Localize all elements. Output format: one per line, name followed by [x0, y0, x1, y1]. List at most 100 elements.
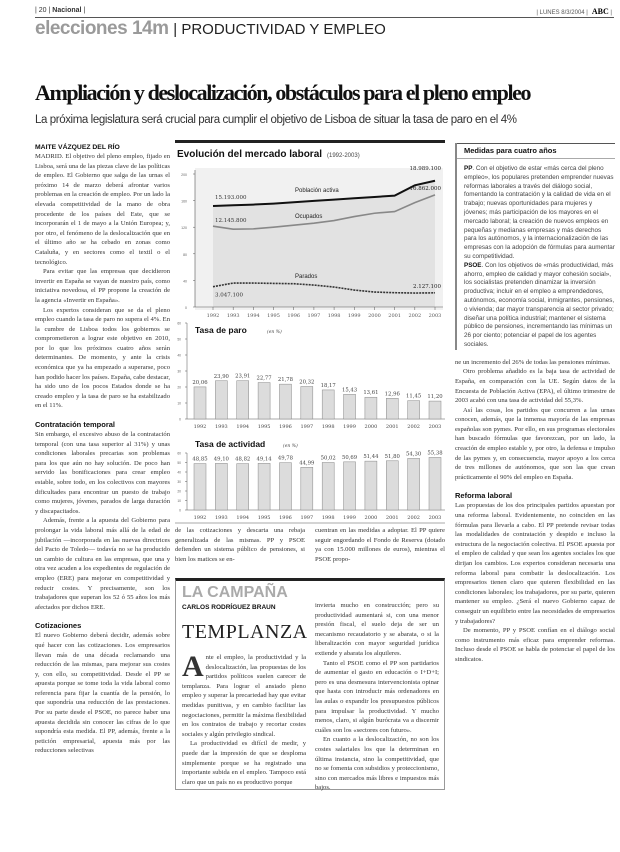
paro-x-tick-label: 2002 — [407, 424, 420, 430]
actividad-y-tick-label: 40 — [177, 471, 181, 475]
x-tick-label: 2002 — [408, 313, 421, 319]
start-value-label: 12.145.800 — [215, 218, 247, 224]
paro-data-label: 23,90 — [214, 374, 230, 380]
actividad-bar — [279, 462, 292, 511]
paro-x-tick-label: 1998 — [322, 424, 335, 430]
actividad-x-tick-label: 1994 — [236, 515, 249, 521]
section-tag: elecciones 14m | PRODUCTIVIDAD Y EMPLEO — [35, 18, 386, 39]
sidebar-psoe: PSOE. Con los objetivos de «más producti… — [464, 262, 615, 350]
paro-bar — [407, 400, 420, 420]
start-value-label: 15.193.000 — [215, 195, 247, 201]
actividad-bar — [428, 457, 442, 511]
x-tick-label: 2003 — [429, 313, 442, 319]
paro-bar — [257, 382, 271, 420]
actividad-x-tick-label: 1997 — [300, 515, 313, 521]
page-folio-right: | LUNES 8/3/2004 | ABC | — [536, 7, 612, 16]
actividad-bar — [236, 463, 249, 511]
page-folio: | 20 | Nacional | — [35, 7, 86, 14]
section-topic: PRODUCTIVIDAD Y EMPLEO — [181, 21, 386, 38]
y-tick-label: 120 — [181, 226, 187, 230]
headline: Ampliación y deslocalización, obstáculos… — [35, 80, 532, 105]
paro-y-tick-label: 30 — [177, 370, 181, 374]
psoe-label: PSOE — [464, 261, 482, 269]
line-ocupados — [212, 194, 436, 230]
actividad-x-tick-label: 1996 — [279, 515, 292, 521]
x-tick-label: 2001 — [388, 313, 401, 319]
x-tick-label: 1992 — [207, 313, 220, 319]
paragraph: Otro problema añadido es la baja tasa de… — [455, 368, 615, 405]
paro-y-tick-label: 50 — [177, 338, 181, 342]
deck: La próxima legislatura será crucial para… — [35, 114, 517, 126]
paragraph: MADRID. El objetivo del pleno empleo, fi… — [35, 153, 170, 266]
sidebar-measures: Medidas para cuatro años PP. Con el obje… — [455, 143, 615, 350]
actividad-bar — [386, 460, 399, 511]
paragraph: Así las cosas, los partidos que concurre… — [455, 406, 615, 481]
paragraph: de las cotizaciones y descarta una rebaj… — [175, 527, 305, 563]
actividad-y-tick-label: 50 — [177, 461, 181, 465]
actividad-data-label: 48,85 — [192, 457, 207, 463]
paragraph: Los expertos consideran que se da el ple… — [35, 306, 170, 410]
actividad-y-tick-label: 60 — [177, 452, 181, 456]
paro-x-tick-label: 1995 — [258, 424, 271, 430]
sidebar-title: Medidas para cuatro años — [457, 143, 615, 159]
article-column-4: ne un incremento del 26% de todas las pe… — [455, 358, 615, 665]
x-tick-label: 1993 — [227, 313, 240, 319]
paro-bar — [279, 383, 292, 420]
paragraph: En cuanto a la deslocalización, no son l… — [315, 736, 439, 792]
actividad-title: Tasa de actividad — [195, 439, 265, 449]
actividad-x-tick-label: 2001 — [386, 515, 399, 521]
x-tick-label: 1996 — [287, 313, 300, 319]
end-value-label: 18.989.100 — [410, 166, 442, 172]
paro-x-tick-label: 2003 — [429, 424, 442, 430]
paro-bar — [236, 380, 249, 420]
y-tick-label: 80 — [183, 253, 187, 257]
end-value-label: 2.127.100 — [413, 284, 441, 290]
page-number: 20 — [38, 7, 47, 14]
actividad-data-label: 51,44 — [363, 454, 379, 460]
campaign-box: LA CAMPAÑA CARLOS RODRÍGUEZ BRAUN TEMPLA… — [175, 578, 445, 792]
paragraph: Sin embargo, el excesivo abuso de la con… — [35, 431, 170, 515]
actividad-data-label: 54,30 — [406, 451, 422, 457]
x-tick-label: 1995 — [267, 313, 280, 319]
paro-data-label: 15,43 — [342, 387, 357, 393]
actividad-y-tick-label: 10 — [177, 499, 181, 503]
actividad-data-label: 49,78 — [278, 456, 294, 462]
sidebar-pp: PP. Con el objetivo de estar «más cerca … — [464, 165, 615, 262]
paro-bar — [343, 394, 356, 420]
paragraph: De momento, PP y PSOE confían en el diál… — [455, 627, 615, 663]
paro-data-label: 12,96 — [385, 391, 401, 397]
paro-data-label: 20,06 — [192, 380, 208, 386]
y-tick-label: 200 — [181, 173, 187, 177]
line-población-activa — [212, 179, 436, 207]
start-value-label: 3.047.100 — [215, 293, 243, 299]
paro-bar — [321, 389, 335, 420]
article-column-2: de las cotizaciones y descarta una rebaj… — [175, 526, 305, 564]
actividad-x-tick-label: 1995 — [258, 515, 271, 521]
paro-x-tick-label: 2001 — [386, 424, 399, 430]
x-tick-label: 1999 — [348, 313, 361, 319]
paro-data-label: 21,78 — [278, 377, 294, 383]
chart-top-rule — [175, 140, 445, 143]
paro-x-tick-label: 1999 — [343, 424, 356, 430]
paro-bar — [386, 398, 399, 420]
article-column-3: cuentran en las medidas a adoptar. El PP… — [315, 526, 445, 564]
paragraph: cuentran en las medidas a adoptar. El PP… — [315, 527, 445, 563]
paro-y-tick-label: 0 — [179, 418, 181, 422]
actividad-data-label: 51,80 — [385, 454, 401, 460]
paro-data-label: 23,91 — [235, 374, 250, 380]
paro-data-label: 22,77 — [257, 376, 272, 382]
paro-bar — [300, 386, 314, 420]
paro-y-tick-label: 20 — [177, 386, 181, 390]
actividad-y-tick-label: 0 — [179, 509, 181, 513]
actividad-data-label: 48,82 — [235, 457, 250, 463]
paro-data-label: 11,45 — [406, 394, 421, 400]
actividad-data-label: 49,14 — [257, 456, 273, 462]
line-parados — [212, 282, 436, 294]
y-tick-label: 40 — [183, 279, 187, 283]
byline: MAITE VÁZQUEZ DEL RÍO — [35, 144, 120, 151]
actividad-data-label: 44,99 — [299, 460, 315, 466]
paragraph: nte el empleo, la productividad y la des… — [182, 654, 306, 738]
paragraph: El nuevo Gobierno deberá decidir, además… — [35, 632, 170, 755]
series-label: Población activa — [295, 188, 339, 194]
y-tick-label: 0 — [185, 306, 187, 310]
